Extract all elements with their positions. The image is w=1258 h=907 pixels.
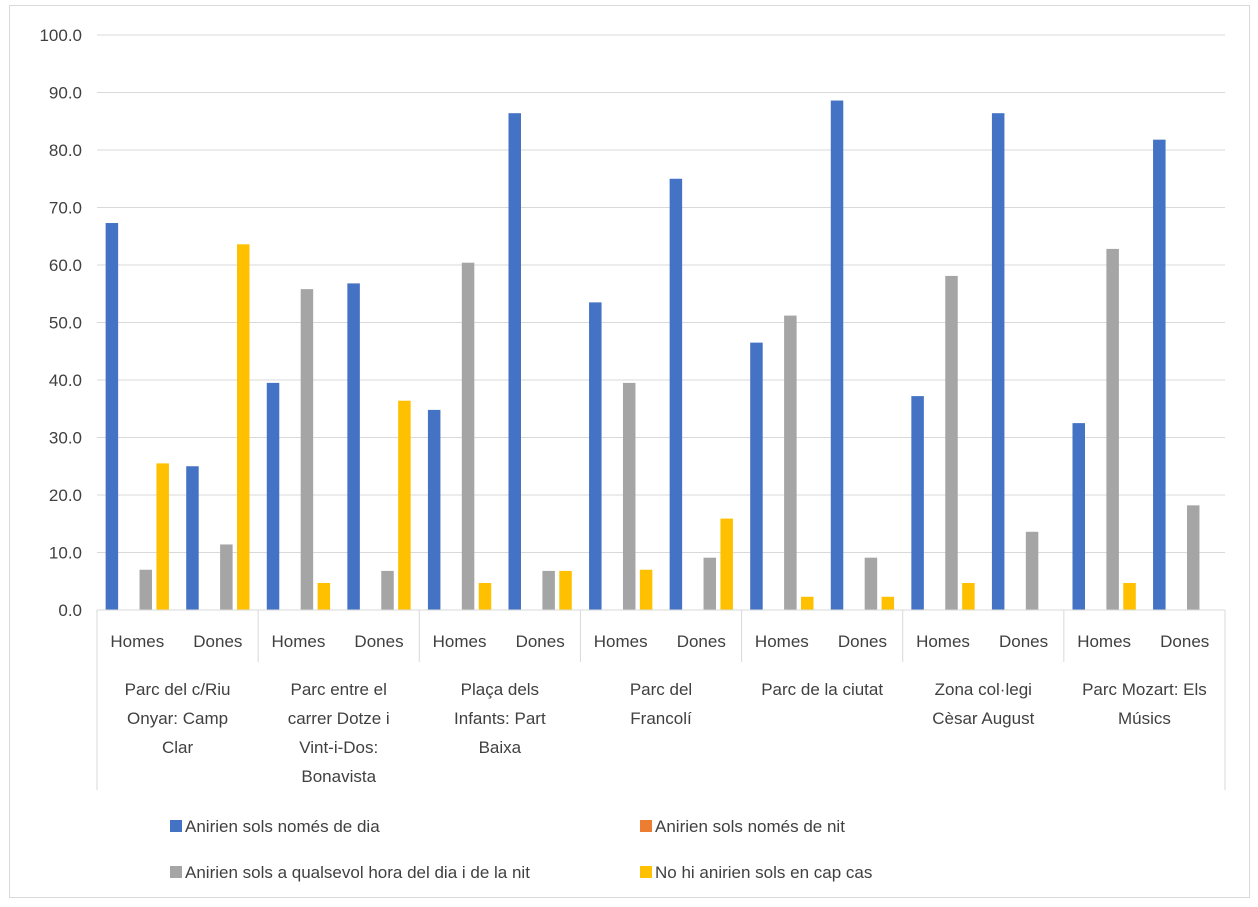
bar xyxy=(801,596,814,610)
bar xyxy=(381,570,394,610)
bar xyxy=(347,283,360,610)
bars xyxy=(105,100,1200,611)
bar xyxy=(237,244,250,611)
group-label: Francolí xyxy=(630,709,692,728)
y-tick-label: 80.0 xyxy=(49,141,82,160)
bar xyxy=(784,315,797,610)
legend-swatch xyxy=(640,820,652,832)
group-label: Baixa xyxy=(479,738,522,757)
legend-swatch xyxy=(170,866,182,878)
bar xyxy=(991,113,1005,610)
bar xyxy=(1123,582,1136,610)
x-tick-label: Homes xyxy=(110,632,164,651)
bar xyxy=(622,382,636,610)
legend-label: Anirien sols només de dia xyxy=(185,817,380,836)
group-label: Clar xyxy=(162,738,194,757)
x-tick-label: Dones xyxy=(354,632,403,651)
x-tick-label: Dones xyxy=(838,632,887,651)
gridlines xyxy=(97,34,1225,553)
bar xyxy=(1025,531,1039,610)
y-tick-label: 90.0 xyxy=(49,84,82,103)
x-tick-label: Homes xyxy=(271,632,325,651)
bar xyxy=(508,113,521,610)
y-tick-label: 20.0 xyxy=(49,486,82,505)
y-tick-label: 40.0 xyxy=(49,371,82,390)
bar xyxy=(750,342,763,610)
legend-swatch xyxy=(170,820,182,832)
group-label: Parc Mozart: Els xyxy=(1082,680,1207,699)
bar xyxy=(317,582,331,610)
group-label: Cèsar August xyxy=(932,709,1034,728)
bar xyxy=(1072,423,1085,610)
chart-border xyxy=(9,5,1250,898)
bar xyxy=(720,518,733,610)
group-label: Bonavista xyxy=(301,767,376,786)
bar xyxy=(911,396,924,610)
x-tick-label: Dones xyxy=(1160,632,1209,651)
bar xyxy=(139,569,153,610)
bar xyxy=(881,596,895,610)
group-label: Parc del xyxy=(630,680,692,699)
legend-label: Anirien sols només de nit xyxy=(655,817,845,836)
bar xyxy=(962,582,975,610)
bar xyxy=(427,409,441,610)
y-axis: 0.0 10.0 20.0 30.0 40.0 50.0 60.0 70.0 80.0 90.0 1… xyxy=(39,26,82,620)
bar xyxy=(669,178,683,610)
group-label: Músics xyxy=(1118,709,1171,728)
group-label: Parc del c/Riu xyxy=(125,680,231,699)
x-tick-label: Homes xyxy=(916,632,970,651)
bar xyxy=(864,557,878,610)
group-label: Parc entre el xyxy=(291,680,387,699)
bar xyxy=(1186,505,1200,610)
x-tick-label: Dones xyxy=(193,632,242,651)
bar xyxy=(156,463,169,610)
bar xyxy=(945,275,958,610)
legend-label: No hi anirien sols en cap cas xyxy=(655,863,872,882)
bar xyxy=(186,466,199,610)
group-label: Onyar: Camp xyxy=(127,709,228,728)
y-tick-label: 100.0 xyxy=(39,26,82,45)
bar xyxy=(478,582,492,610)
x-tick-label: Homes xyxy=(755,632,809,651)
y-tick-label: 60.0 xyxy=(49,256,82,275)
legend-swatch xyxy=(640,866,652,878)
bar xyxy=(542,570,555,610)
bar xyxy=(461,262,475,610)
bar xyxy=(300,289,314,610)
group-label: Infants: Part xyxy=(454,709,546,728)
bar xyxy=(830,100,844,611)
group-label: Parc de la ciutat xyxy=(761,680,883,699)
legend: Anirien sols només de dia Anirien sols no… xyxy=(170,817,872,882)
x-tick-label: Homes xyxy=(1077,632,1131,651)
bar xyxy=(559,570,572,610)
x-tick-label: Dones xyxy=(677,632,726,651)
y-tick-label: 10.0 xyxy=(49,544,82,563)
group-label: Vint-i-Dos: xyxy=(299,738,378,757)
bar xyxy=(398,400,411,610)
bar xyxy=(639,569,653,610)
bar xyxy=(220,544,233,610)
y-tick-label: 70.0 xyxy=(49,199,82,218)
x-tick-label: Dones xyxy=(999,632,1048,651)
x-tick-label: Homes xyxy=(433,632,487,651)
bar xyxy=(105,223,119,610)
y-tick-label: 30.0 xyxy=(49,429,82,448)
y-tick-label: 50.0 xyxy=(49,314,82,333)
y-tick-label: 0.0 xyxy=(58,601,82,620)
legend-label: Anirien sols a qualsevol hora del dia i … xyxy=(185,863,530,882)
x-tick-label: Dones xyxy=(516,632,565,651)
bar xyxy=(589,302,602,610)
bar xyxy=(703,557,717,610)
x-axis: Homes Dones Homes Dones Homes Dones Homes Dones… xyxy=(96,609,1226,790)
bar xyxy=(266,382,280,610)
bar xyxy=(1153,139,1166,610)
x-tick-label: Homes xyxy=(594,632,648,651)
bar xyxy=(1106,248,1119,610)
group-label: Plaça dels xyxy=(461,680,539,699)
group-label: carrer Dotze i xyxy=(288,709,390,728)
group-label: Zona col·legi xyxy=(935,680,1032,699)
